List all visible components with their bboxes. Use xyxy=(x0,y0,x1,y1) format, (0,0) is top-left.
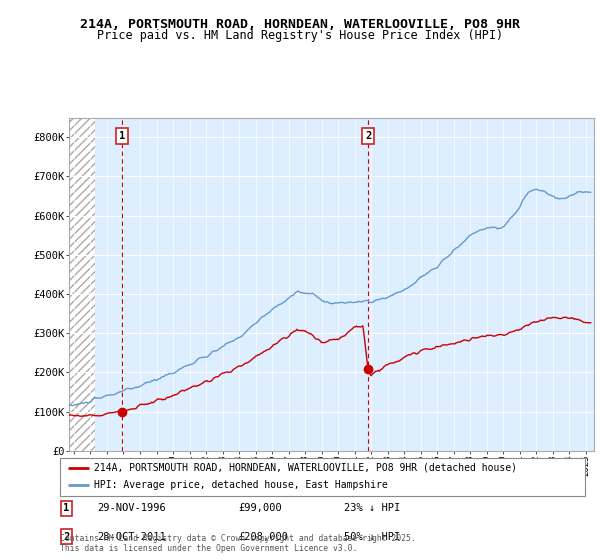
Text: 2: 2 xyxy=(63,531,70,542)
Text: £208,000: £208,000 xyxy=(239,531,289,542)
Text: 50% ↓ HPI: 50% ↓ HPI xyxy=(343,531,400,542)
Text: 1: 1 xyxy=(119,131,125,141)
Text: 1: 1 xyxy=(63,503,70,514)
Text: Price paid vs. HM Land Registry's House Price Index (HPI): Price paid vs. HM Land Registry's House … xyxy=(97,29,503,42)
Text: 2: 2 xyxy=(365,131,371,141)
Text: 29-NOV-1996: 29-NOV-1996 xyxy=(97,503,166,514)
Text: 28-OCT-2011: 28-OCT-2011 xyxy=(97,531,166,542)
Text: 214A, PORTSMOUTH ROAD, HORNDEAN, WATERLOOVILLE, PO8 9HR (detached house): 214A, PORTSMOUTH ROAD, HORNDEAN, WATERLO… xyxy=(94,463,517,473)
Text: 23% ↓ HPI: 23% ↓ HPI xyxy=(343,503,400,514)
Text: HPI: Average price, detached house, East Hampshire: HPI: Average price, detached house, East… xyxy=(94,480,388,491)
Text: 214A, PORTSMOUTH ROAD, HORNDEAN, WATERLOOVILLE, PO8 9HR: 214A, PORTSMOUTH ROAD, HORNDEAN, WATERLO… xyxy=(80,18,520,31)
Text: Contains HM Land Registry data © Crown copyright and database right 2025.
This d: Contains HM Land Registry data © Crown c… xyxy=(60,534,416,553)
Text: £99,000: £99,000 xyxy=(239,503,282,514)
Bar xyxy=(69,118,95,451)
